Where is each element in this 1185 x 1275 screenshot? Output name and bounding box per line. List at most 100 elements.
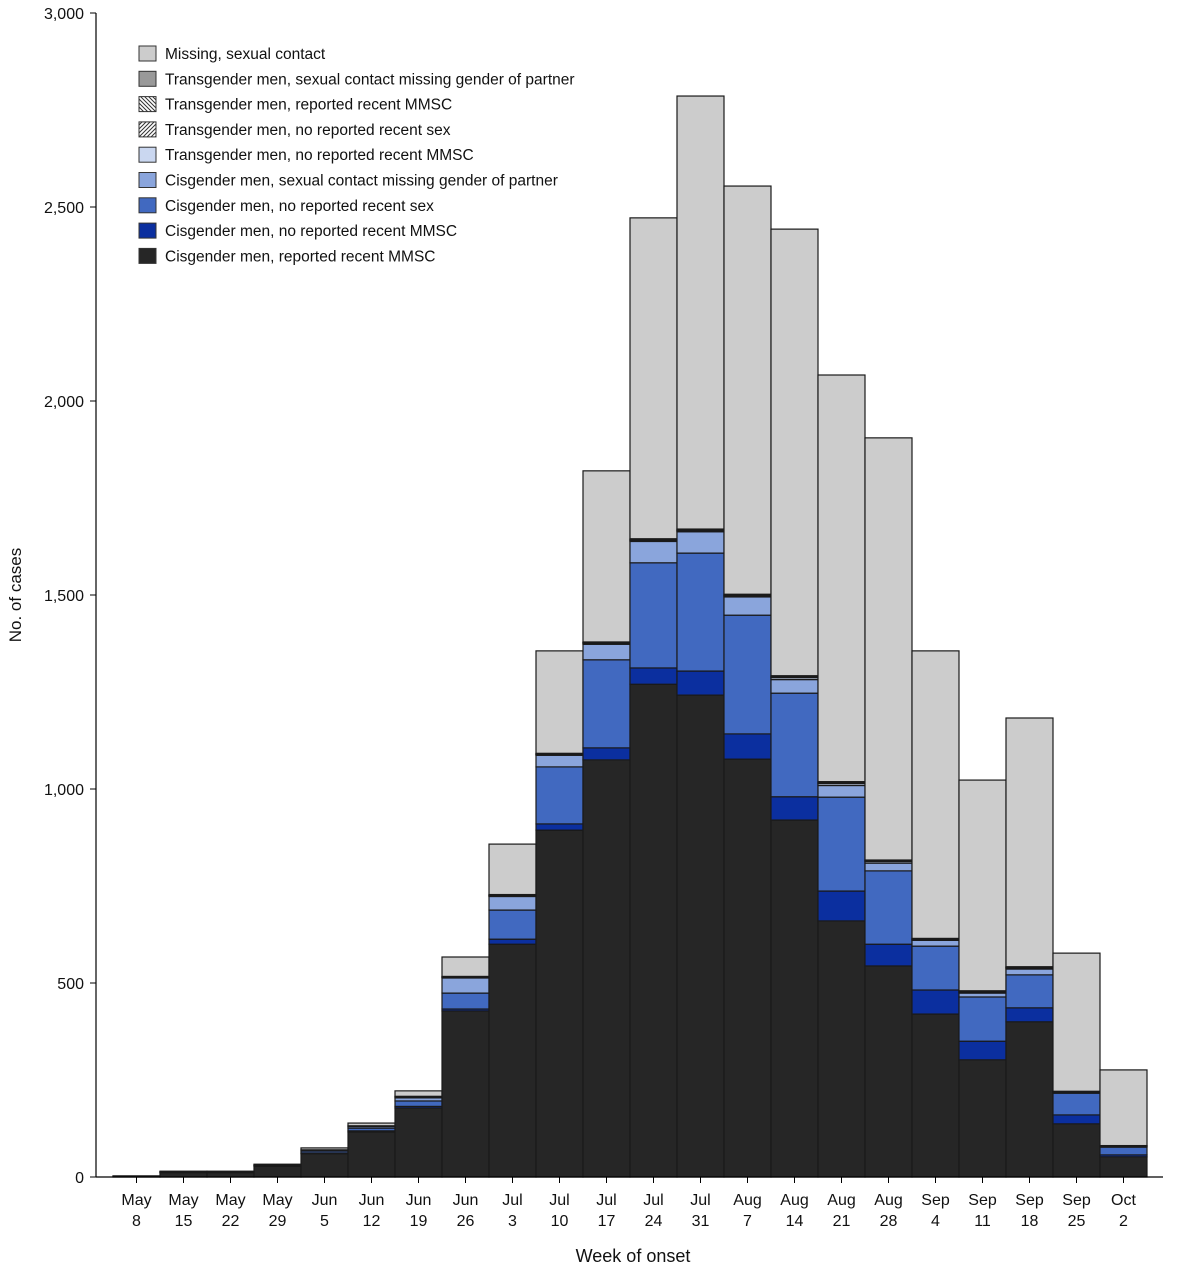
legend-label: Transgender men, reported recent MMSC bbox=[165, 97, 452, 114]
bar-segment bbox=[1099, 1156, 1148, 1178]
x-tick-label: May 29 bbox=[262, 1192, 292, 1230]
bar-segment bbox=[864, 437, 913, 861]
bar-segment bbox=[723, 596, 772, 616]
bar-stack bbox=[300, 1147, 349, 1178]
bar-segment bbox=[629, 540, 678, 564]
bar-segment bbox=[488, 943, 537, 1178]
y-axis-label: No. of cases bbox=[6, 548, 25, 643]
y-tick-label: 2,000 bbox=[44, 394, 84, 411]
legend-label: Cisgender men, reported recent MMSC bbox=[165, 248, 436, 265]
bar-segment bbox=[676, 552, 725, 672]
bar-segment bbox=[723, 614, 772, 735]
bar-segment bbox=[535, 650, 584, 754]
x-tick-label: Aug 14 bbox=[780, 1192, 808, 1230]
bar-stack bbox=[1052, 952, 1101, 1178]
bar-stack bbox=[770, 228, 819, 1178]
bar-segment bbox=[441, 956, 490, 978]
bar-segment bbox=[817, 796, 866, 892]
bar-segment bbox=[347, 1131, 396, 1178]
bar-segment bbox=[676, 670, 725, 696]
bar-segment bbox=[582, 643, 631, 661]
legend-item: Cisgender men, no reported recent MMSC bbox=[138, 222, 457, 240]
bar-stack bbox=[582, 470, 631, 1178]
bar-segment bbox=[629, 683, 678, 1178]
bar-segment bbox=[582, 470, 631, 643]
bar-segment bbox=[958, 779, 1007, 992]
bar-segment bbox=[488, 895, 537, 911]
bar-stack bbox=[206, 1170, 255, 1178]
legend-swatch bbox=[138, 96, 157, 113]
bar-segment bbox=[1099, 1069, 1148, 1147]
bar-segment bbox=[676, 531, 725, 554]
legend-label: Cisgender men, no reported recent MMSC bbox=[165, 223, 457, 240]
x-tick-label: Sep 4 bbox=[921, 1192, 950, 1230]
bar-stack bbox=[629, 217, 678, 1178]
x-tick-label: Jun 26 bbox=[453, 1192, 479, 1230]
legend-swatch bbox=[138, 197, 157, 214]
legend-item: Transgender men, reported recent MMSC bbox=[138, 96, 452, 114]
legend-item: Cisgender men, sexual contact missing ge… bbox=[138, 172, 558, 190]
y-tick-label: 500 bbox=[57, 976, 84, 993]
bar-segment bbox=[1005, 1007, 1054, 1023]
legend-swatch bbox=[138, 146, 157, 163]
bar-segment bbox=[582, 747, 631, 761]
bar-segment bbox=[441, 1010, 490, 1178]
x-tick-label: Jun 5 bbox=[312, 1192, 338, 1230]
bar-segment bbox=[582, 759, 631, 1178]
bar-segment bbox=[1052, 1114, 1101, 1125]
bar-segment bbox=[817, 890, 866, 922]
legend-swatch bbox=[138, 172, 157, 188]
bar-segment bbox=[535, 766, 584, 825]
x-tick-label: Sep 11 bbox=[968, 1192, 997, 1230]
bar-segment bbox=[629, 667, 678, 685]
y-tick-label: 0 bbox=[75, 1170, 84, 1187]
legend: Missing, sexual contact Transgender men, … bbox=[138, 45, 575, 265]
legend-swatch bbox=[138, 247, 157, 264]
bar-stack bbox=[958, 779, 1007, 1178]
bar-segment bbox=[441, 977, 490, 994]
bar-segment bbox=[394, 1107, 443, 1178]
legend-item: Cisgender men, no reported recent sex bbox=[138, 197, 434, 215]
legend-item: Transgender men, no reported recent MMSC bbox=[138, 146, 474, 164]
bar-segment bbox=[958, 1059, 1007, 1178]
bar-segment bbox=[535, 829, 584, 1178]
y-tick-label: 2,500 bbox=[44, 200, 84, 217]
x-tick-label: May 22 bbox=[215, 1192, 245, 1230]
bar-segment bbox=[1052, 1123, 1101, 1178]
bar-segment bbox=[817, 920, 866, 1178]
bar-segment bbox=[676, 694, 725, 1178]
legend-swatch bbox=[138, 222, 157, 239]
x-axis-label: Week of onset bbox=[576, 1246, 691, 1266]
x-tick-label: Oct 2 bbox=[1111, 1192, 1136, 1230]
x-tick-label: May 8 bbox=[121, 1192, 151, 1230]
legend-item: Cisgender men, reported recent MMSC bbox=[138, 247, 436, 265]
bar-segment bbox=[394, 1100, 443, 1107]
bar-segment bbox=[1005, 1021, 1054, 1178]
legend-item: Missing, sexual contact bbox=[138, 45, 326, 63]
bar-stack bbox=[1005, 717, 1054, 1178]
legend-item: Transgender men, no reported recent sex bbox=[138, 121, 451, 139]
x-tick-label: Jul 10 bbox=[549, 1192, 569, 1230]
legend-label: Cisgender men, no reported recent sex bbox=[165, 198, 434, 215]
bar-segment bbox=[770, 692, 819, 798]
legend-item: Transgender men, sexual contact missing … bbox=[138, 70, 575, 88]
legend-label: Missing, sexual contact bbox=[165, 46, 326, 63]
bars bbox=[112, 95, 1148, 1178]
x-tick-label: Jul 17 bbox=[596, 1192, 616, 1230]
bar-segment bbox=[911, 650, 960, 939]
bar-stack bbox=[488, 843, 537, 1178]
x-tick-label: Aug 28 bbox=[874, 1192, 902, 1230]
bar-segment bbox=[629, 562, 678, 669]
bar-segment bbox=[488, 938, 537, 945]
bar-segment bbox=[723, 758, 772, 1178]
bar-segment bbox=[864, 862, 913, 872]
bar-stack bbox=[253, 1163, 302, 1178]
bar-segment bbox=[1005, 974, 1054, 1009]
bar-segment bbox=[958, 1040, 1007, 1061]
bar-segment bbox=[347, 1122, 396, 1127]
bar-segment bbox=[582, 659, 631, 749]
bar-stack bbox=[723, 185, 772, 1178]
legend-swatch bbox=[138, 70, 157, 87]
y-tick-label: 1,500 bbox=[44, 588, 84, 605]
